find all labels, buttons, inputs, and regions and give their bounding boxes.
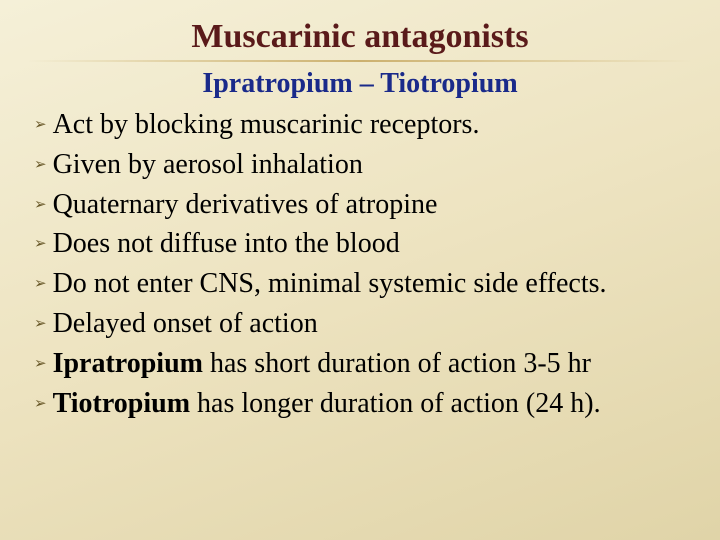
chevron-right-icon: ➢	[34, 115, 47, 135]
bullet-body: Does not diffuse into the blood	[53, 228, 400, 259]
chevron-right-icon: ➢	[34, 314, 47, 334]
bullet-list: ➢ Act by blocking muscarinic receptors. …	[28, 106, 692, 422]
list-item: ➢ Act by blocking muscarinic receptors.	[34, 106, 692, 144]
bullet-text: Quaternary derivatives of atropine	[53, 186, 438, 224]
bullet-text: Act by blocking muscarinic receptors.	[53, 106, 480, 144]
slide-subtitle: Ipratropium – Tiotropium	[28, 68, 692, 100]
bullet-text: Does not diffuse into the blood	[53, 225, 400, 263]
bullet-body: has longer duration of action (24 h).	[197, 388, 601, 419]
bullet-body: Quaternary derivatives of atropine	[53, 189, 438, 220]
list-item: ➢ Quaternary derivatives of atropine	[34, 186, 692, 224]
title-divider	[28, 60, 692, 62]
bullet-text: Delayed onset of action	[53, 305, 318, 343]
bullet-text: Do not enter CNS, minimal systemic side …	[53, 265, 607, 303]
bullet-text: Tiotropium has longer duration of action…	[53, 385, 601, 423]
bullet-body: Given by aerosol inhalation	[53, 149, 363, 180]
bullet-body: Delayed onset of action	[53, 308, 318, 339]
list-item: ➢ Does not diffuse into the blood	[34, 225, 692, 263]
slide-title: Muscarinic antagonists	[28, 18, 692, 56]
bullet-text: Ipratropium has short duration of action…	[53, 345, 591, 383]
bullet-bold-lead: Tiotropium	[53, 388, 197, 419]
chevron-right-icon: ➢	[34, 354, 47, 374]
chevron-right-icon: ➢	[34, 195, 47, 215]
list-item: ➢ Delayed onset of action	[34, 305, 692, 343]
chevron-right-icon: ➢	[34, 394, 47, 414]
bullet-body: Do not enter CNS, minimal systemic side …	[53, 268, 607, 299]
list-item: ➢ Tiotropium has longer duration of acti…	[34, 385, 692, 423]
list-item: ➢ Do not enter CNS, minimal systemic sid…	[34, 265, 692, 303]
bullet-bold-lead: Ipratropium	[53, 348, 210, 379]
list-item: ➢ Given by aerosol inhalation	[34, 146, 692, 184]
slide-container: Muscarinic antagonists Ipratropium – Tio…	[0, 0, 720, 540]
bullet-text: Given by aerosol inhalation	[53, 146, 363, 184]
chevron-right-icon: ➢	[34, 234, 47, 254]
bullet-body: Act by blocking muscarinic receptors.	[53, 109, 480, 140]
chevron-right-icon: ➢	[34, 155, 47, 175]
bullet-body: has short duration of action 3-5 hr	[210, 348, 591, 379]
chevron-right-icon: ➢	[34, 274, 47, 294]
list-item: ➢ Ipratropium has short duration of acti…	[34, 345, 692, 383]
